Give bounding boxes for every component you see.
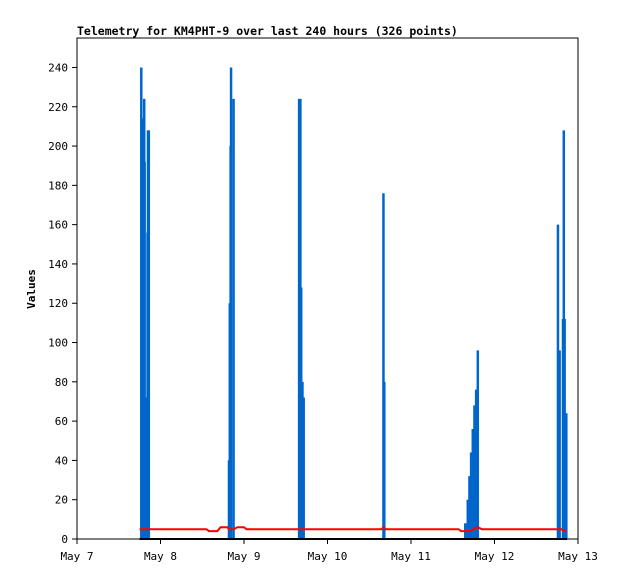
x-tick-label: May 12 bbox=[475, 550, 515, 563]
y-tick-label: 240 bbox=[48, 61, 68, 74]
x-tick-label: May 9 bbox=[227, 550, 260, 563]
y-tick-label: 180 bbox=[48, 179, 68, 192]
y-tick-label: 80 bbox=[55, 376, 68, 389]
x-tick-label: May 8 bbox=[144, 550, 177, 563]
plot-frame bbox=[76, 37, 579, 540]
y-tick-label: 40 bbox=[55, 454, 68, 467]
y-tick-label: 100 bbox=[48, 337, 68, 350]
y-tick-label: 220 bbox=[48, 101, 68, 114]
y-tick-label: 120 bbox=[48, 297, 68, 310]
chart-title: Telemetry for KM4PHT-9 over last 240 hou… bbox=[77, 24, 458, 38]
y-tick-label: 160 bbox=[48, 219, 68, 232]
y-tick-label: 140 bbox=[48, 258, 68, 271]
series-layer bbox=[139, 67, 568, 540]
y-tick-label: 0 bbox=[61, 533, 68, 546]
series-line-1 bbox=[139, 525, 567, 533]
y-tick-label: 200 bbox=[48, 140, 68, 153]
y-axis: 0 20 40 60 80 100 120 140 160 180 200 220 240 bbox=[48, 61, 77, 546]
x-tick-label: May 10 bbox=[308, 550, 348, 563]
x-tick-label: May 13 bbox=[558, 550, 598, 563]
y-tick-label: 60 bbox=[55, 415, 68, 428]
x-tick-label: May 7 bbox=[60, 550, 93, 563]
x-tick-label: May 11 bbox=[391, 550, 431, 563]
y-axis-label: Values bbox=[25, 269, 38, 309]
x-axis: May 7 May 8 May 9 May 10 May 11 May 12 May 13 bbox=[60, 539, 598, 563]
y-tick-label: 20 bbox=[55, 494, 68, 507]
